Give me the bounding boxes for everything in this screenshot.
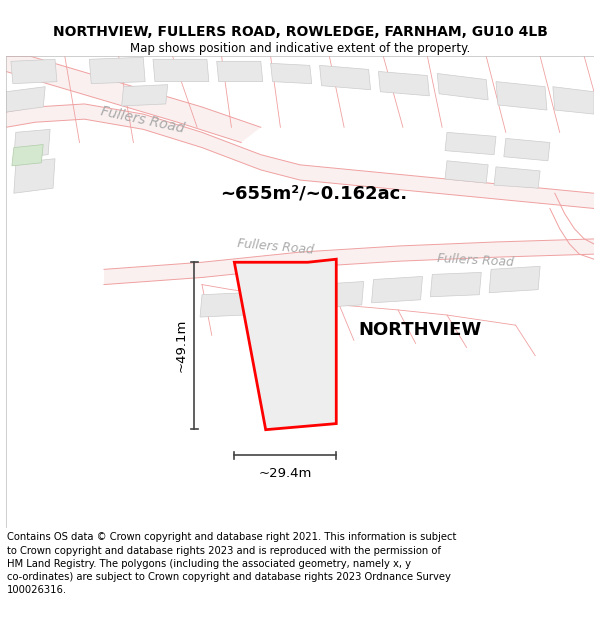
Polygon shape [371, 276, 422, 303]
Polygon shape [14, 129, 50, 158]
Text: Fullers Road: Fullers Road [236, 238, 314, 257]
Polygon shape [504, 139, 550, 161]
Text: NORTHVIEW: NORTHVIEW [359, 321, 482, 339]
Text: ~49.1m: ~49.1m [175, 319, 188, 372]
Polygon shape [430, 272, 481, 297]
Polygon shape [496, 82, 547, 110]
Polygon shape [313, 281, 364, 308]
Polygon shape [489, 266, 540, 292]
Polygon shape [89, 58, 145, 84]
Polygon shape [14, 159, 55, 193]
Polygon shape [445, 132, 496, 154]
Polygon shape [6, 56, 261, 142]
Text: ~655m²/~0.162ac.: ~655m²/~0.162ac. [220, 184, 407, 203]
Polygon shape [271, 63, 312, 84]
Polygon shape [437, 74, 488, 100]
Polygon shape [379, 71, 430, 96]
Polygon shape [445, 161, 488, 183]
Polygon shape [153, 59, 209, 82]
Polygon shape [217, 61, 263, 82]
Polygon shape [11, 59, 57, 84]
Polygon shape [12, 144, 43, 166]
Polygon shape [254, 287, 305, 313]
Text: Contains OS data © Crown copyright and database right 2021. This information is : Contains OS data © Crown copyright and d… [7, 532, 457, 595]
Polygon shape [122, 84, 168, 106]
Text: Fullers Road: Fullers Road [437, 253, 515, 269]
Polygon shape [104, 239, 594, 284]
Polygon shape [553, 87, 594, 114]
Polygon shape [200, 292, 246, 317]
Polygon shape [494, 167, 540, 188]
Text: NORTHVIEW, FULLERS ROAD, ROWLEDGE, FARNHAM, GU10 4LB: NORTHVIEW, FULLERS ROAD, ROWLEDGE, FARNH… [53, 25, 547, 39]
Text: ~29.4m: ~29.4m [259, 467, 312, 480]
Polygon shape [6, 87, 45, 112]
Text: Fullers Road: Fullers Road [99, 104, 185, 136]
Text: Map shows position and indicative extent of the property.: Map shows position and indicative extent… [130, 42, 470, 55]
Polygon shape [6, 104, 594, 209]
Polygon shape [235, 259, 336, 430]
Polygon shape [320, 66, 371, 90]
